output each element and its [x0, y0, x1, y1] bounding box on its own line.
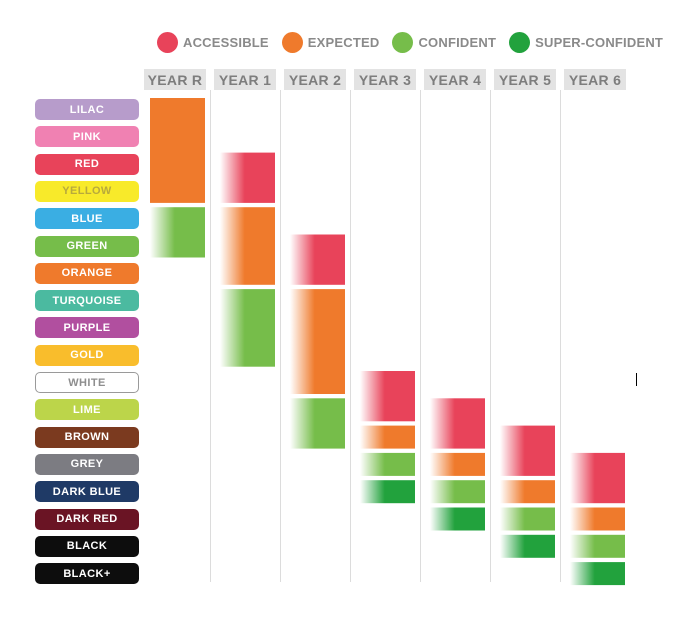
cell-year-2-confident	[290, 398, 345, 449]
band-yellow: YELLOW	[35, 180, 139, 202]
band-lilac: LILAC	[35, 99, 139, 120]
legend-label: SUPER-CONFIDENT	[535, 34, 664, 50]
band-pink: PINK	[35, 126, 139, 148]
column-divider	[560, 90, 561, 582]
year-header-year-1: YEAR 1	[214, 69, 276, 90]
year-header-year-4: YEAR 4	[424, 69, 486, 90]
legend-item-expected: EXPECTED	[281, 31, 380, 53]
cell-year-1-confident	[220, 289, 275, 367]
cell-year-5-super-confident	[500, 534, 555, 558]
year-header-year-6: YEAR 6	[564, 69, 626, 90]
year-header-year-r: YEAR R	[144, 69, 206, 90]
year-header-year-3: YEAR 3	[354, 69, 416, 90]
cell-year-5-accessible	[500, 425, 555, 476]
legend: ACCESSIBLE EXPECTED CONFIDENT SUPER-CONFIDE…	[157, 31, 676, 53]
year-header-year-2: YEAR 2	[284, 69, 346, 90]
band-purple: PURPLE	[35, 317, 139, 339]
cell-year-r-expected	[150, 98, 205, 203]
legend-swatch	[281, 31, 303, 53]
band-blue: BLUE	[35, 208, 139, 230]
band-brown: BROWN	[35, 426, 139, 448]
legend-item-accessible: ACCESSIBLE	[157, 31, 269, 53]
cell-year-3-confident	[360, 452, 415, 476]
cell-year-3-super-confident	[360, 480, 415, 504]
band-red: RED	[35, 153, 139, 175]
cell-year-6-expected	[570, 507, 625, 531]
band-gold: GOLD	[35, 344, 139, 366]
cell-year-5-expected	[500, 480, 555, 504]
cell-year-2-expected	[290, 289, 345, 394]
year-header-year-5: YEAR 5	[494, 69, 556, 90]
legend-label: CONFIDENT	[418, 34, 497, 50]
cell-year-6-confident	[570, 534, 625, 558]
legend-item-confident: CONFIDENT	[392, 31, 497, 53]
column-divider	[210, 90, 211, 582]
cell-year-4-super-confident	[430, 507, 485, 531]
cell-year-1-accessible	[220, 152, 275, 203]
cell-year-6-super-confident	[570, 562, 625, 586]
column-divider	[420, 90, 421, 582]
band-lime: LIME	[35, 399, 139, 421]
legend-swatch	[157, 31, 178, 53]
column-divider	[350, 90, 351, 582]
band-white: WHITE	[35, 372, 139, 393]
band-grey: GREY	[35, 453, 139, 475]
band-dark-blue: DARK BLUE	[35, 481, 139, 503]
cell-year-r-confident	[150, 207, 205, 258]
column-divider	[490, 90, 491, 582]
cell-year-3-expected	[360, 425, 415, 449]
band-green: GREEN	[35, 235, 139, 257]
band-black: BLACK	[35, 535, 139, 557]
cell-year-4-confident	[430, 480, 485, 504]
cell-year-1-expected	[220, 207, 275, 285]
legend-item-super-confident: SUPER-CONFIDENT	[509, 31, 664, 53]
cell-year-5-confident	[500, 507, 555, 531]
cell-year-2-accessible	[290, 234, 345, 285]
legend-swatch	[509, 31, 531, 53]
column-divider	[280, 90, 281, 582]
band-black-plus: BLACK+	[35, 563, 139, 585]
cell-year-4-accessible	[430, 398, 485, 449]
legend-label: ACCESSIBLE	[183, 34, 269, 50]
band-orange: ORANGE	[35, 262, 139, 284]
legend-label: EXPECTED	[307, 34, 380, 50]
band-dark-red: DARK RED	[35, 508, 139, 530]
cell-year-6-accessible	[570, 452, 625, 504]
legend-swatch	[392, 31, 414, 53]
text-cursor	[636, 373, 637, 386]
cell-year-3-accessible	[360, 371, 415, 422]
cell-year-4-expected	[430, 452, 485, 476]
band-turquoise: TURQUOISE	[35, 290, 139, 312]
